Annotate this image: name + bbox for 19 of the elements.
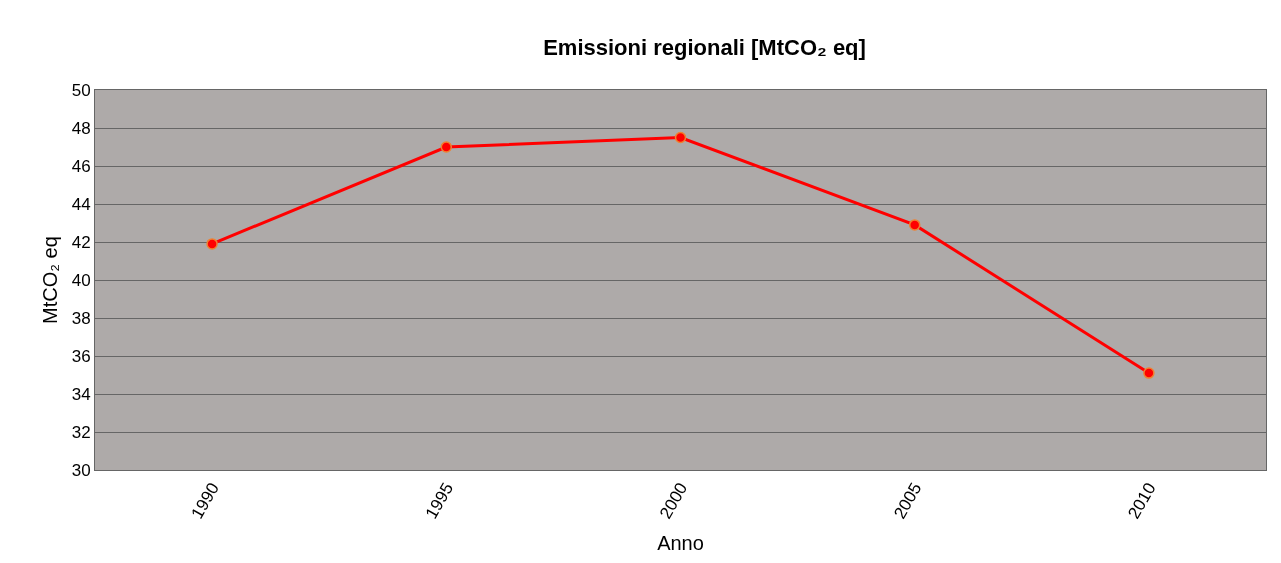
y-tick-label: 40 [71,270,91,290]
y-axis-title: MtCO₂ eq [39,236,62,324]
y-tick-label: 44 [71,194,91,214]
y-tick-label: 46 [71,156,91,176]
y-tick-label: 30 [71,460,91,480]
y-tick-label: 38 [71,308,91,328]
point [908,219,921,231]
point [440,141,453,153]
x-axis-title: Anno [657,532,704,555]
y-tick-label: 34 [71,384,91,404]
chart-title: Emissioni regionali [MtCO₂ eq] [543,34,866,60]
point [1143,367,1155,379]
y-tick-label: 50 [71,80,91,100]
y-tick-label: 36 [71,346,91,366]
point [674,131,687,144]
y-tick-label: 48 [71,118,91,138]
y-tick-label: 42 [71,232,91,252]
point [206,238,218,250]
y-tick-label: 32 [71,422,91,442]
